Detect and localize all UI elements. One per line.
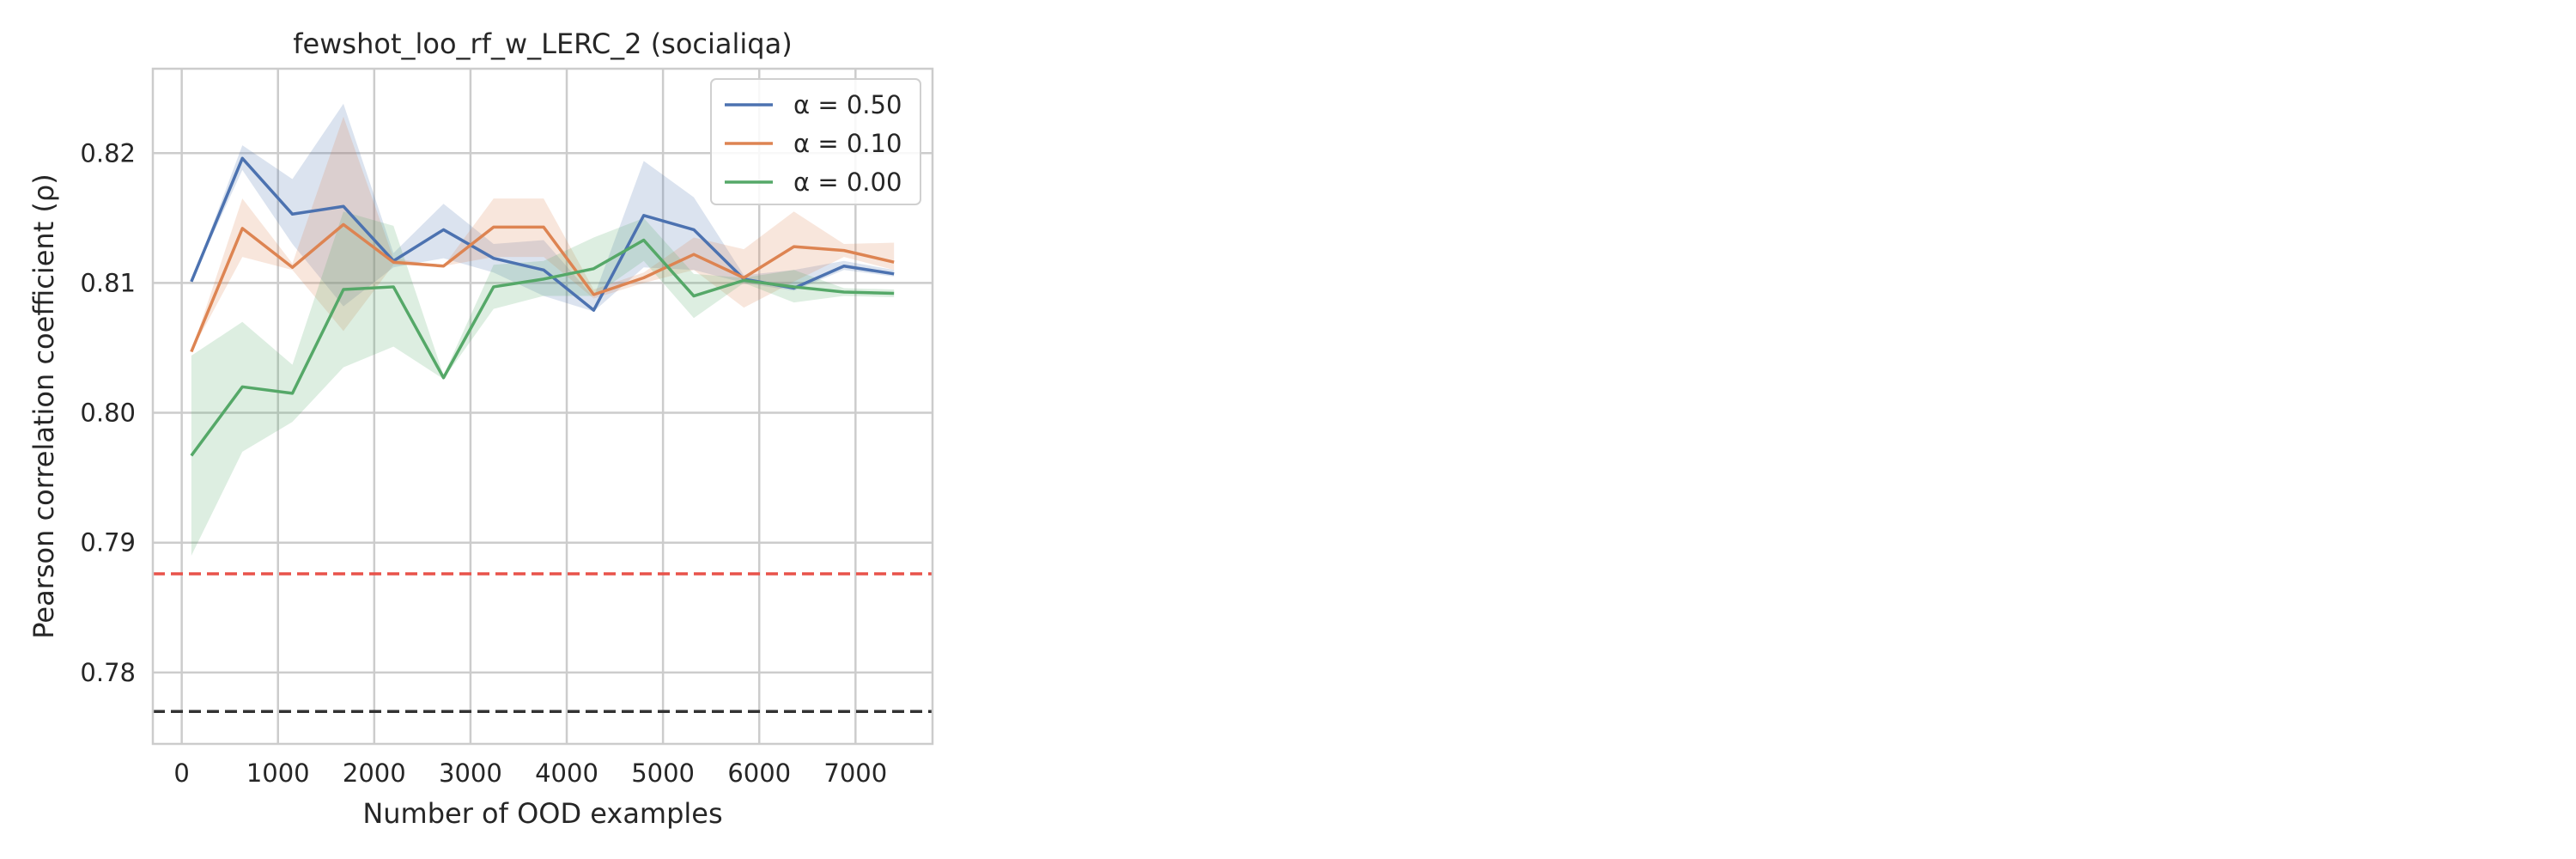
- x-axis-label: Number of OOD examples: [362, 797, 722, 830]
- confidence-band: [191, 116, 895, 352]
- x-tick-label: 6000: [727, 758, 791, 788]
- y-axis-label: Pearson correlation coefficient (ρ): [27, 174, 60, 638]
- reference-lines: [153, 572, 933, 713]
- legend-box: [710, 78, 921, 205]
- y-tick-label: 0.82: [80, 138, 136, 168]
- confidence-bands: [191, 103, 895, 556]
- legend: α = 0.50 α = 0.10 α = 0.00: [710, 78, 921, 205]
- series-line: [190, 238, 895, 457]
- y-tick-label: 0.79: [80, 528, 136, 557]
- x-tick-label: 0: [173, 758, 189, 788]
- x-tick-label: 3000: [439, 758, 502, 788]
- tick-labels: 0 1000 2000 3000 4000 5000 6000 7000 0.78 0.79 0.8…: [80, 138, 887, 788]
- legend-label: α = 0.10: [793, 129, 902, 158]
- y-tick-label: 0.78: [80, 658, 136, 687]
- series-line: [190, 222, 895, 353]
- x-tick-label: 7000: [823, 758, 887, 788]
- legend-label: α = 0.50: [793, 90, 902, 119]
- y-tick-label: 0.81: [80, 268, 136, 297]
- confidence-band: [191, 211, 895, 556]
- series-lines: [190, 156, 895, 457]
- legend-label: α = 0.00: [793, 168, 902, 197]
- plot-frame: [151, 67, 934, 746]
- x-tick-label: 1000: [246, 758, 310, 788]
- x-tick-label: 5000: [631, 758, 695, 788]
- confidence-band: [191, 103, 895, 312]
- y-tick-label: 0.80: [80, 399, 136, 428]
- chart-title: fewshot_loo_rf_w_LERC_2 (socialiqa): [293, 27, 792, 60]
- x-tick-label: 2000: [343, 758, 406, 788]
- x-tick-label: 4000: [535, 758, 598, 788]
